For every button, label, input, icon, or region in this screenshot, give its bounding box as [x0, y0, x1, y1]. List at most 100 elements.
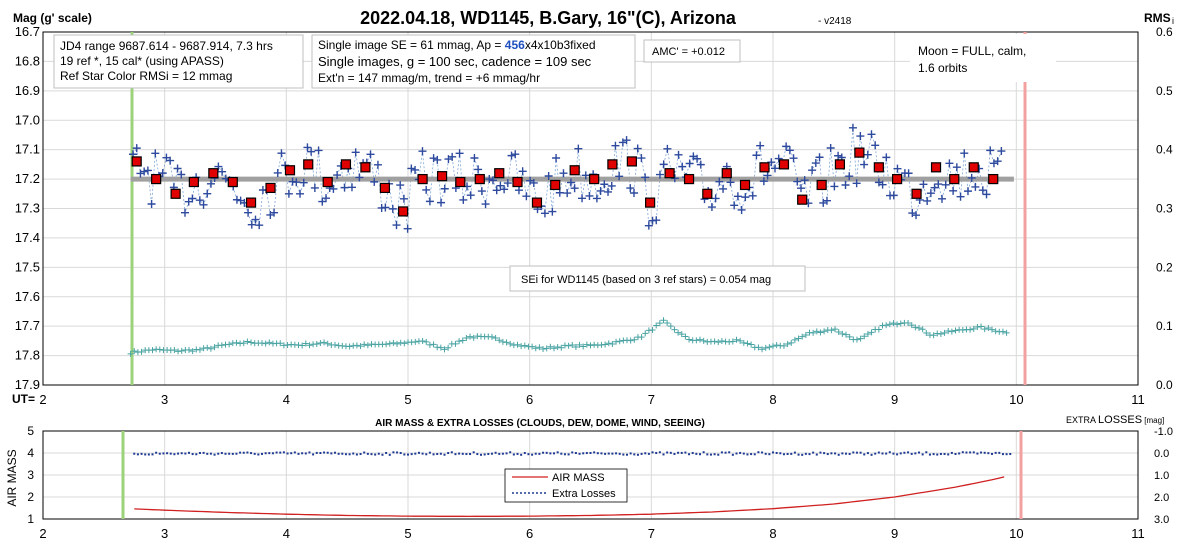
- rms-mark: [828, 327, 835, 334]
- rms-mark: [353, 342, 360, 349]
- single-image-mark: [232, 195, 241, 204]
- loss-mark: [425, 453, 428, 456]
- single-image-mark: [941, 180, 950, 189]
- single-image-mark: [136, 169, 145, 178]
- loss-mark: [866, 452, 869, 455]
- single-image-mark: [633, 144, 642, 153]
- loss-mark: [450, 451, 453, 454]
- single-image-mark: [314, 146, 323, 155]
- rms-mark: [912, 324, 919, 331]
- single-image-mark: [674, 150, 683, 159]
- rms-mark: [572, 344, 579, 351]
- rms-mark: [897, 320, 904, 327]
- rms-mark: [492, 335, 499, 342]
- single-image-mark: [511, 150, 520, 159]
- loss-mark: [250, 452, 253, 455]
- rms-mark: [835, 328, 842, 335]
- axis-ticks: 2 3 4 5 6 7 8 9 10 11 16.7 16.8 16.9 17.0 17.1 17.2 17.3…: [15, 24, 1173, 541]
- y2-tick-label: 0.2: [1156, 260, 1173, 274]
- rms-mark: [693, 337, 700, 344]
- loss-mark: [385, 451, 388, 454]
- rms-mark: [361, 341, 368, 348]
- single-image-mark: [407, 164, 416, 173]
- rms-mark: [583, 341, 590, 348]
- average-mark: [284, 165, 296, 176]
- single-image-mark: [166, 156, 175, 165]
- y-tick-label-bottom: 3: [27, 468, 34, 482]
- bottom-ylabel-right: EXTRA LOSSES [mag]: [1066, 414, 1164, 426]
- loss-mark: [480, 453, 482, 456]
- loss-mark: [888, 451, 891, 454]
- single-image-mark: [552, 154, 561, 163]
- single-image-mark: [741, 193, 750, 202]
- single-image-mark: [863, 150, 872, 159]
- single-image-mark: [919, 180, 928, 189]
- loss-mark: [560, 452, 563, 455]
- loss-mark: [516, 452, 519, 455]
- loss-mark: [994, 451, 997, 454]
- average-mark: [360, 162, 371, 173]
- loss-mark: [538, 452, 541, 455]
- rms-mark: [452, 340, 459, 347]
- rms-mark: [890, 320, 897, 327]
- sei-label: SEi for WD1145 (based on 3 ref stars) = …: [521, 274, 771, 286]
- single-image-mark: [143, 166, 152, 175]
- single-image-mark: [878, 180, 887, 189]
- single-image-mark: [581, 171, 590, 180]
- single-image-mark: [303, 143, 312, 152]
- loss-mark: [684, 451, 687, 454]
- x-tick-label-bottom: 5: [404, 526, 411, 541]
- loss-mark: [443, 453, 446, 456]
- loss-mark: [312, 453, 315, 456]
- loss-mark: [421, 452, 424, 455]
- loss-mark: [261, 452, 263, 455]
- single-image-mark: [578, 194, 587, 203]
- average-mark: [664, 168, 675, 179]
- x-tick-label-bottom: 2: [39, 526, 46, 541]
- single-image-mark: [986, 146, 995, 155]
- loss-mark: [947, 453, 950, 456]
- rms-mark: [518, 343, 525, 350]
- loss-mark: [772, 451, 774, 454]
- single-image-mark: [678, 162, 687, 171]
- single-image-mark: [477, 187, 486, 196]
- rms-mark: [302, 340, 309, 347]
- loss-mark: [815, 453, 818, 456]
- loss-mark: [655, 451, 658, 454]
- loss-mark: [914, 452, 917, 455]
- single-image-mark: [841, 181, 850, 190]
- single-image-mark: [507, 151, 516, 160]
- loss-mark: [505, 452, 508, 455]
- loss-mark: [658, 451, 661, 454]
- single-image-mark: [518, 167, 527, 176]
- single-image-mark: [871, 141, 880, 150]
- loss-mark: [224, 452, 227, 455]
- rms-mark: [1003, 329, 1010, 336]
- single-image-mark: [388, 204, 397, 213]
- rms-mark: [959, 327, 966, 334]
- loss-mark: [348, 453, 351, 456]
- single-image-mark: [544, 171, 553, 180]
- loss-mark: [691, 452, 694, 455]
- single-image-mark: [592, 194, 601, 203]
- average-mark: [227, 176, 238, 188]
- loss-mark: [921, 453, 924, 456]
- single-image-mark: [785, 146, 794, 155]
- loss-mark: [304, 452, 307, 455]
- rms-mark: [540, 346, 547, 353]
- loss-mark: [556, 451, 559, 454]
- rms-mark: [423, 338, 430, 345]
- loss-mark: [837, 453, 840, 456]
- rms-mark: [536, 344, 543, 351]
- loss-mark: [585, 452, 588, 455]
- loss-mark: [534, 452, 537, 455]
- average-mark: [930, 162, 942, 173]
- x-tick-label-bottom: 6: [526, 526, 533, 541]
- single-image-mark: [496, 181, 505, 190]
- single-image-mark: [834, 151, 843, 160]
- rms-mark: [733, 336, 740, 343]
- rms-mark: [773, 342, 780, 349]
- rms-mark: [259, 340, 265, 347]
- loss-mark: [177, 452, 180, 455]
- rms-mark: [784, 340, 791, 347]
